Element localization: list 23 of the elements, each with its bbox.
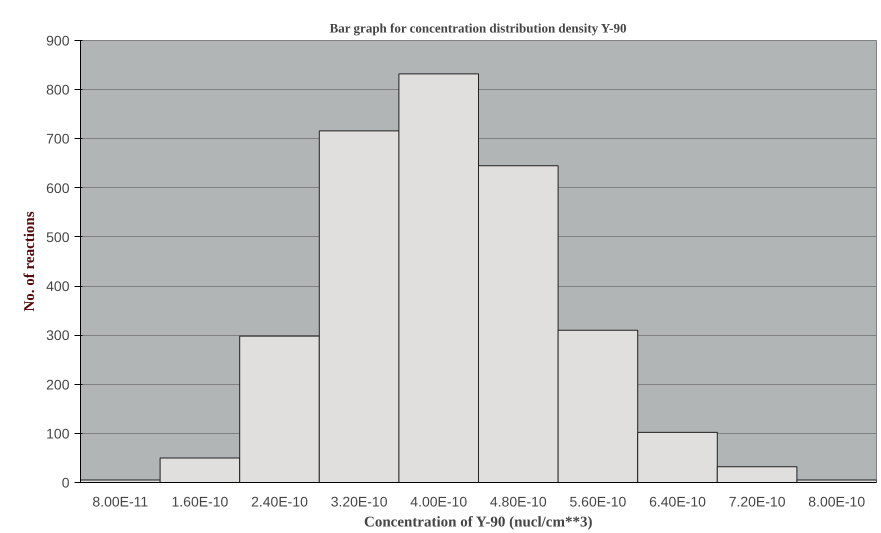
y-tick-label: 800	[46, 82, 70, 98]
x-tick-label: 3.20E-10	[330, 494, 388, 510]
x-tick-label: 8.00E-10	[808, 494, 866, 510]
x-tick-label: 2.40E-10	[251, 494, 308, 510]
y-tick-label: 600	[46, 180, 70, 196]
x-tick-label: 4.00E-10	[410, 494, 468, 510]
y-tick-label: 100	[46, 425, 70, 442]
y-tick-label: 300	[46, 327, 70, 344]
y-tick-label: 700	[46, 130, 70, 147]
x-tick-label: 1.60E-10	[171, 494, 229, 510]
y-axis-title: No. of reactions	[22, 211, 38, 312]
x-tick-label: 8.00E-11	[92, 494, 148, 510]
x-tick-label: 7.20E-10	[728, 494, 786, 510]
x-tick-label: 4.80E-10	[490, 494, 547, 510]
x-axis-title: Concentration of Y-90 (nucl/cm**3)	[364, 514, 592, 530]
y-tick-label: 900	[46, 32, 70, 48]
y-tick-label: 400	[46, 278, 70, 294]
x-tick-label: 6.40E-10	[649, 494, 706, 510]
y-tick-label: 500	[46, 228, 70, 245]
x-tick-label: 5.60E-10	[569, 494, 627, 510]
y-tick-label: 200	[46, 376, 70, 392]
y-tick-label: 0	[62, 474, 70, 490]
chart-title: Bar graph for concentration distribution density Y-90	[330, 20, 626, 36]
